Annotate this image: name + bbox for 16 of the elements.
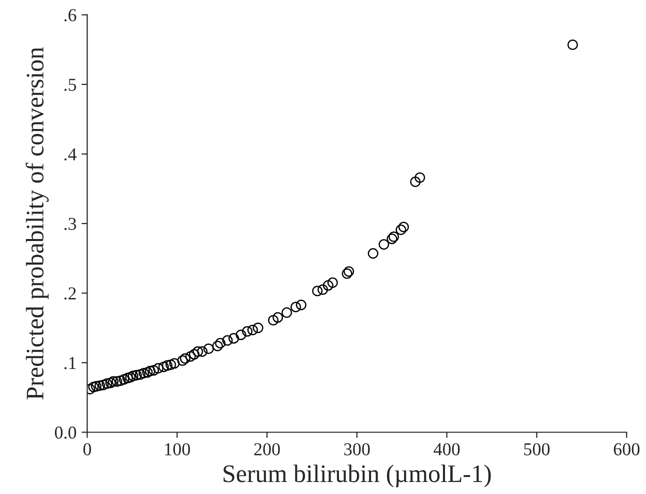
x-tick-label: 200 xyxy=(254,443,280,456)
x-tick-label: 600 xyxy=(614,443,640,456)
x-axis-title: Serum bilirubin (µmolL-1) xyxy=(224,464,491,488)
y-tick-label: .5 xyxy=(64,78,76,91)
y-tick-label: .2 xyxy=(64,287,76,300)
x-tick-label: 0 xyxy=(83,443,92,456)
y-tick-label: 0.0 xyxy=(54,426,76,439)
y-tick-label: .4 xyxy=(64,148,77,160)
y-tick-label: .1 xyxy=(64,357,76,370)
x-tick-label: 300 xyxy=(344,443,370,456)
x-tick-label: 100 xyxy=(165,443,190,456)
y-axis-title: Predicted probability of conversion xyxy=(26,47,49,400)
y-tick-label: .6 xyxy=(64,9,76,22)
x-tick-label: 500 xyxy=(524,443,550,456)
y-tick-label: .3 xyxy=(64,218,76,230)
x-tick-label: 400 xyxy=(434,443,460,456)
